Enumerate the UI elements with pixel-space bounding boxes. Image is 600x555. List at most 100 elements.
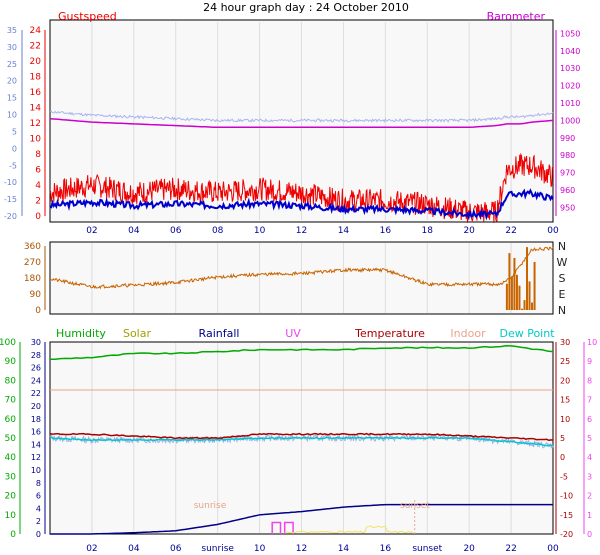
rainfall-tick-label: 10: [31, 466, 41, 475]
rainfall-tick-label: 22: [31, 389, 41, 398]
gust-tick-label: 14: [30, 104, 42, 114]
uv-tick-label: 10: [587, 338, 597, 347]
barometer-tick-label: 1000: [560, 116, 580, 125]
humidity-tick-label: 80: [5, 376, 17, 386]
rainfall-tick-label: 24: [31, 376, 41, 385]
x-tick-label: 08: [212, 226, 224, 236]
barometer-tick-label: 960: [560, 186, 575, 195]
gust-tick-label: 22: [30, 42, 41, 52]
x-tick-label: 20: [463, 544, 475, 554]
barometer-tick-label: 990: [560, 134, 575, 143]
bottom-x-axis: 02 04 06 sunrise 10 12 14 16 sunset 20 22 00: [86, 544, 559, 554]
temp-scale-tick-label: 15: [7, 94, 17, 103]
rainfall-tick-label: 6: [36, 492, 41, 501]
direction-tick-label: 90: [30, 290, 42, 300]
humidity-line: [49, 345, 554, 361]
gust-tick-label: 0: [35, 212, 41, 222]
x-tick-label: 12: [296, 226, 307, 236]
x-tick-label: 22: [505, 226, 516, 236]
direction-tick-label: 180: [24, 274, 41, 284]
temperature-tick-label: 20: [560, 376, 570, 385]
rainfall-tick-label: 28: [31, 351, 41, 360]
temperature-tick-label: 30: [560, 338, 570, 347]
uv-tick-label: 2: [587, 492, 592, 501]
humidity-tick-label: 50: [5, 434, 17, 444]
solar-line: [284, 525, 413, 534]
barometer-tick-label: 1030: [560, 64, 580, 73]
gust-tick-label: 12: [30, 119, 41, 129]
gust-tick-label: 24: [30, 26, 42, 36]
climate-panel: Humidity Solar Rainfall UV Temperature Indoor…: [0, 327, 597, 554]
barometer-tick-label: 1040: [560, 47, 580, 56]
compass-label: N: [558, 304, 566, 317]
x-tick-label: 22: [505, 544, 516, 554]
rainfall-tick-label: 18: [31, 415, 41, 424]
uv-line: [271, 521, 294, 534]
gust-tick-label: 16: [30, 88, 42, 98]
temp-scale-tick-label: -20: [4, 212, 17, 221]
barometer-tick-label: 1010: [560, 99, 580, 108]
top-grid: [91, 22, 512, 220]
humidity-tick-label: 100: [0, 338, 16, 348]
uv-tick-label: 3: [587, 472, 592, 481]
barometer-tick-label: 970: [560, 169, 575, 178]
uv-tick-label: 6: [587, 415, 592, 424]
x-tick-label: 14: [338, 226, 350, 236]
gust-tick-label: 18: [30, 73, 42, 83]
temperature-tick-label: 5: [560, 434, 565, 443]
barometer-tick-label: 1020: [560, 82, 580, 91]
x-tick-label: 02: [86, 544, 97, 554]
legend-item: Indoor: [450, 327, 486, 340]
x-tick-label: 06: [170, 226, 182, 236]
direction-tick-label: 360: [24, 242, 41, 252]
x-tick-label: 12: [296, 544, 307, 554]
x-tick-label: 02: [86, 226, 97, 236]
rainfall-tick-label: 14: [31, 440, 41, 449]
uv-tick-label: 1: [587, 511, 592, 520]
rainfall-tick-label: 20: [31, 402, 41, 411]
gust-tick-label: 10: [30, 135, 42, 145]
rainfall-tick-label: 26: [31, 364, 41, 373]
x-tick-label: 20: [463, 226, 475, 236]
temperature-tick-label: -20: [560, 530, 573, 539]
x-tick-label: 16: [380, 544, 392, 554]
direction-grid: [91, 243, 512, 313]
rainfall-tick-label: 16: [31, 428, 41, 437]
uv-tick-label: 5: [587, 434, 592, 443]
barometer-line: [49, 117, 554, 129]
x-tick-label: 04: [128, 544, 140, 554]
gust-tick-label: 8: [35, 150, 41, 160]
bottom-series: [49, 345, 554, 535]
temperature-line: [49, 432, 554, 442]
x-tick-label: 04: [128, 226, 140, 236]
barometer-axis: 1050 1040 1030 1020 1010 1000 990 980 970 960 950: [555, 29, 580, 216]
humidity-tick-label: 30: [5, 472, 17, 482]
temperature-tick-label: -10: [560, 492, 573, 501]
x-tick-label: 00: [547, 544, 559, 554]
temp-scale-tick-label: -15: [4, 195, 17, 204]
x-tick-label: 16: [380, 226, 392, 236]
legend-item: Temperature: [354, 327, 425, 340]
compass-label: N: [558, 240, 566, 253]
gust-tick-label: 4: [35, 181, 41, 191]
legend-item: UV: [285, 327, 301, 340]
gustspeed-label: Gustspeed: [58, 10, 117, 23]
direction-line: [49, 246, 554, 290]
temperature-tick-label: 0: [560, 453, 565, 462]
compass-label: W: [557, 256, 568, 269]
temperature-tick-label: -15: [560, 511, 573, 520]
chart-title: 24 hour graph day : 24 October 2010: [203, 1, 409, 14]
legend-item: Solar: [123, 327, 152, 340]
uv-tick-label: 7: [587, 396, 592, 405]
direction-series: [49, 246, 554, 310]
rainfall-tick-label: 4: [36, 504, 41, 513]
top-x-axis: 02 04 06 08 10 12 14 16 18 20 22 00: [86, 226, 559, 236]
x-tick-label: 14: [338, 544, 350, 554]
temp-scale-tick-label: 5: [12, 127, 17, 136]
temp-scale-tick-label: 30: [7, 43, 17, 52]
sunrise-marker-label: sunrise: [194, 501, 227, 511]
